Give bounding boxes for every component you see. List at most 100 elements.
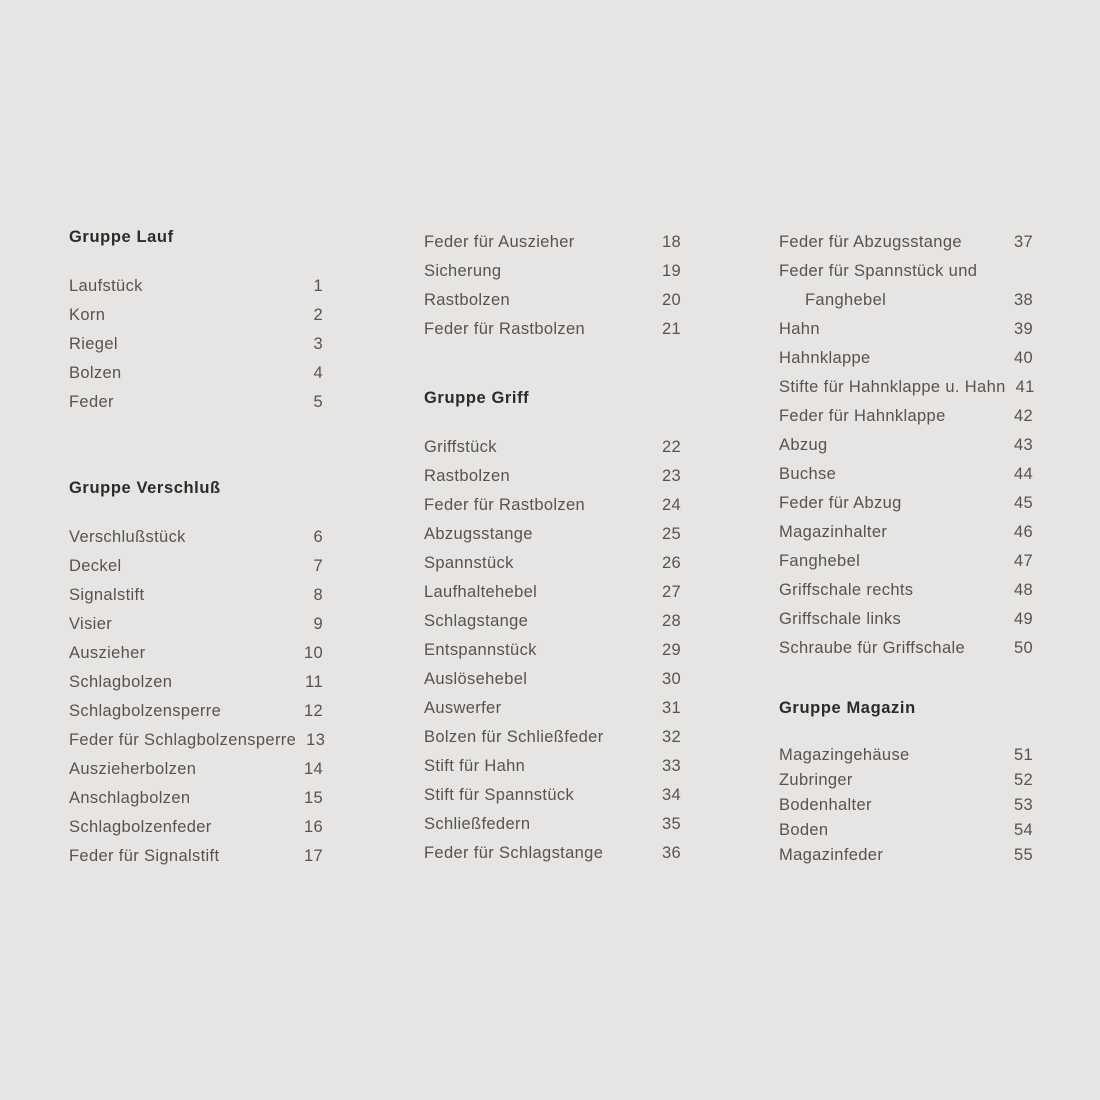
part-label: Magazingehäuse <box>779 746 910 765</box>
part-number: 32 <box>661 728 681 747</box>
parts-entry: Sicherung 19 <box>424 257 681 286</box>
part-label: Feder für Signalstift <box>69 847 220 866</box>
part-number: 25 <box>661 525 681 544</box>
part-number: 29 <box>661 641 681 660</box>
part-label: Griffschale links <box>779 610 902 628</box>
part-label: Stift für Spannstück <box>424 786 575 805</box>
part-number: 48 <box>1013 581 1033 599</box>
parts-entry: Rastbolzen 23 <box>424 462 681 491</box>
group-entries-verschluss: Verschlußstück 6 Deckel 7 Signalstift 8 … <box>69 523 325 871</box>
parts-entry: Hahn 39 <box>779 315 1033 344</box>
part-label: Zubringer <box>779 771 853 790</box>
part-number: 55 <box>1013 846 1033 865</box>
part-number: 16 <box>303 818 323 837</box>
part-number: 46 <box>1013 523 1033 541</box>
parts-entry: Griffstück 22 <box>424 433 681 462</box>
part-label: Anschlagbolzen <box>69 789 191 808</box>
parts-group-verschluss-continued: Feder für Auszieher 18 Sicherung 19 Rast… <box>424 228 681 344</box>
part-label: Signalstift <box>69 586 145 605</box>
part-number: 11 <box>305 673 323 692</box>
parts-entry: Deckel 7 <box>69 552 323 581</box>
part-label: Schlagbolzen <box>69 673 173 692</box>
parts-entry: Bolzen 4 <box>69 359 323 388</box>
part-label: Magazinhalter <box>779 523 888 541</box>
part-label: Entspannstück <box>424 641 537 660</box>
part-label: Schlagbolzenfeder <box>69 818 212 837</box>
part-label: Griffstück <box>424 438 497 457</box>
part-label: Sicherung <box>424 262 502 280</box>
part-number: 12 <box>303 702 323 721</box>
parts-entry: Anschlagbolzen 15 <box>69 784 323 813</box>
part-label-line1: Feder für Spannstück und <box>779 262 978 280</box>
part-number: 7 <box>313 557 323 576</box>
parts-entry: Feder für Abzugsstange 37 <box>779 228 1033 257</box>
parts-entry: Auszieher 10 <box>69 639 323 668</box>
part-number: 50 <box>1013 639 1033 657</box>
part-label: Auswerfer <box>424 699 502 718</box>
part-number: 9 <box>313 615 323 634</box>
parts-entry: Stift für Spannstück 34 <box>424 781 681 810</box>
part-number: 28 <box>661 612 681 631</box>
part-label: Buchse <box>779 465 837 483</box>
part-label: Rastbolzen <box>424 467 511 486</box>
part-label: Feder für Abzug <box>779 494 902 512</box>
part-label: Verschlußstück <box>69 528 186 547</box>
part-number: 4 <box>313 364 323 383</box>
parts-column-3: Feder für Abzugsstange 37 Feder für Span… <box>779 228 1034 868</box>
parts-column-1: Gruppe Lauf Laufstück 1 Korn 2 Riegel 3 … <box>69 228 325 871</box>
part-label: Schraube für Griffschale <box>779 639 966 657</box>
part-label: Boden <box>779 821 829 840</box>
part-number: 6 <box>313 528 323 547</box>
parts-entry: Feder für Signalstift 17 <box>69 842 323 871</box>
part-label: Griffschale rechts <box>779 581 914 599</box>
parts-entry: Feder für Schlagbolzensperre 13 <box>69 726 325 755</box>
parts-entry: Schließfedern 35 <box>424 810 681 839</box>
part-label: Fanghebel <box>779 552 861 570</box>
part-number: 38 <box>1013 291 1033 309</box>
part-label: Feder für Auszieher <box>424 233 575 251</box>
part-label: Bodenhalter <box>779 796 872 815</box>
part-label: Abzug <box>779 436 828 454</box>
parts-entry: Feder für Schlagstange 36 <box>424 839 681 868</box>
part-number: 8 <box>313 586 323 605</box>
part-label: Bolzen für Schließfeder <box>424 728 604 747</box>
part-label: Magazinfeder <box>779 846 884 865</box>
part-number: 34 <box>661 786 681 805</box>
part-number: 54 <box>1013 821 1033 840</box>
part-number: 36 <box>661 844 681 863</box>
part-label: Auslösehebel <box>424 670 528 689</box>
part-number: 22 <box>661 438 681 457</box>
part-label: Hahn <box>779 320 820 338</box>
parts-group-griff-continued: Feder für Abzugsstange 37 Feder für Span… <box>779 228 1034 663</box>
part-number: 20 <box>661 291 681 309</box>
parts-entry: Laufhaltehebel 27 <box>424 578 681 607</box>
parts-entry: Bodenhalter 53 <box>779 793 1033 818</box>
parts-entry: Auswerfer 31 <box>424 694 681 723</box>
parts-entry: Korn 2 <box>69 301 323 330</box>
part-number: 43 <box>1013 436 1033 454</box>
parts-entry: Feder für Abzug 45 <box>779 489 1033 518</box>
parts-entry: Zubringer 52 <box>779 768 1033 793</box>
parts-entry: Bolzen für Schließfeder 32 <box>424 723 681 752</box>
part-number: 18 <box>661 233 681 251</box>
part-number: 37 <box>1013 233 1033 251</box>
part-label: Laufstück <box>69 277 143 296</box>
part-number: 42 <box>1013 407 1033 425</box>
part-number: 17 <box>303 847 323 866</box>
part-number: 1 <box>313 277 323 296</box>
part-number: 45 <box>1013 494 1033 512</box>
group-title-verschluss: Gruppe Verschluß <box>69 479 221 498</box>
parts-group-verschluss: Gruppe Verschluß Verschlußstück 6 Deckel… <box>69 479 325 871</box>
group-entries-griff-continued: Feder für Abzugsstange 37 Feder für Span… <box>779 228 1034 663</box>
part-label: Korn <box>69 306 106 325</box>
parts-entry-wrapped: Feder für Spannstück und Fanghebel 38 <box>779 257 1033 315</box>
parts-entry: Entspannstück 29 <box>424 636 681 665</box>
group-entries-griff: Griffstück 22 Rastbolzen 23 Feder für Ra… <box>424 433 681 868</box>
parts-entry: Feder 5 <box>69 388 323 417</box>
part-label: Feder für Schlagstange <box>424 844 604 863</box>
part-number: 49 <box>1013 610 1033 628</box>
part-number: 15 <box>303 789 323 808</box>
part-label: Feder für Rastbolzen <box>424 320 586 338</box>
part-label-line2: Fanghebel <box>805 291 887 309</box>
